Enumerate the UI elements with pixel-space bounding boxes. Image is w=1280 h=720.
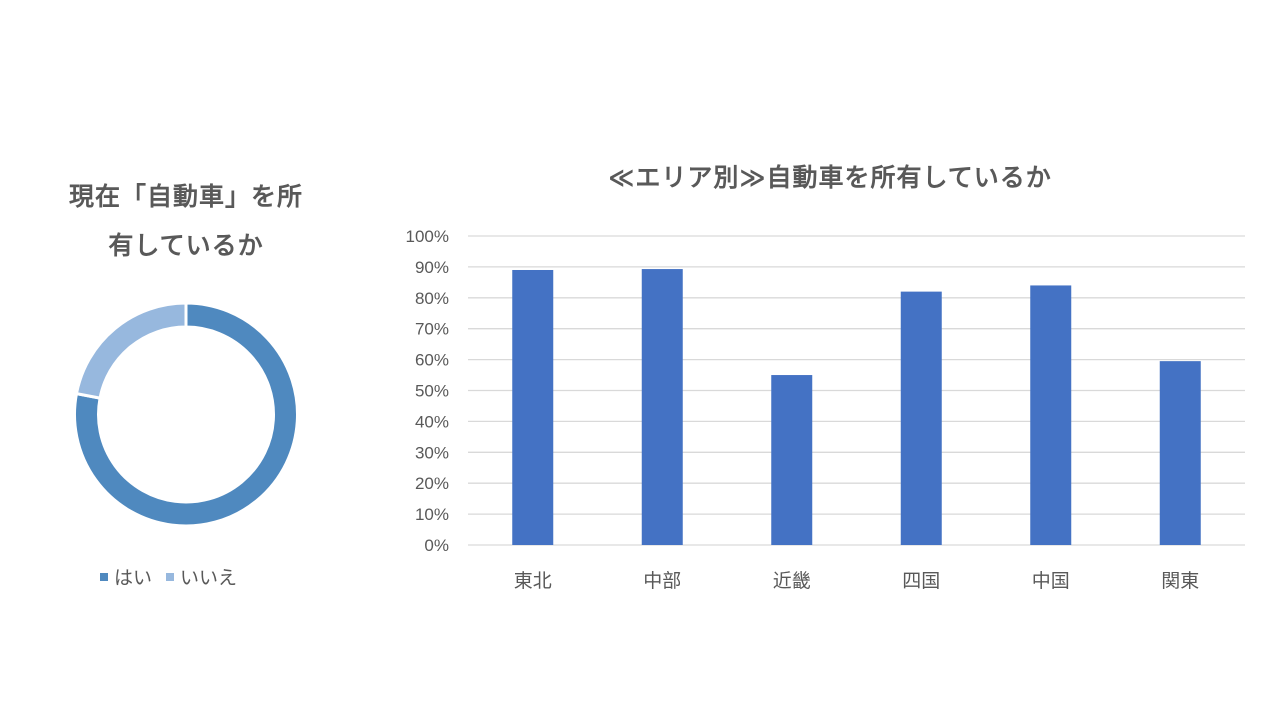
donut-title-line-2: 有しているか [108,231,264,260]
x-tick-label: 四国 [902,570,940,592]
x-tick-label: 中部 [643,570,681,592]
legend-item-no: いいえ [166,563,237,590]
x-tick-label: 近畿 [773,570,811,592]
legend-item-yes: はい [100,563,152,590]
y-tick-label: 70% [415,320,449,339]
legend-label-yes: はい [114,567,153,589]
bar-近畿 [771,375,813,545]
donut-legend: はい いいえ [100,563,280,590]
legend-swatch-no [166,572,175,581]
legend-label-no: いいえ [180,567,238,589]
y-tick-label: 30% [415,443,449,462]
bar-chart-title: ≪エリア別≫自動車を所有しているか [608,163,1052,192]
bar-関東 [1159,361,1201,545]
donut-chart [73,301,299,528]
donut-slice-yes [73,301,299,528]
y-tick-label: 90% [415,258,449,277]
bar-四国 [900,291,942,545]
y-tick-label: 20% [415,474,449,493]
bar-中国 [1030,285,1072,545]
bar-東北 [512,269,554,545]
donut-title-line-1: 現在「自動車」を所 [68,182,303,211]
y-tick-label: 0% [424,536,449,555]
y-tick-label: 50% [415,382,449,401]
x-tick-label: 中国 [1032,570,1070,592]
legend-swatch-yes [100,572,108,581]
x-tick-label: 東北 [514,570,552,592]
y-tick-label: 100% [406,227,449,246]
y-tick-label: 10% [415,505,449,524]
x-tick-label: 関東 [1161,570,1199,592]
donut-chart-title: 現在「自動車」を所 有しているか [40,172,332,270]
bar-中部 [641,269,683,545]
donut-slice-no [74,301,188,400]
y-tick-label: 60% [415,351,449,370]
y-tick-label: 40% [415,412,449,431]
y-tick-label: 80% [415,289,449,308]
